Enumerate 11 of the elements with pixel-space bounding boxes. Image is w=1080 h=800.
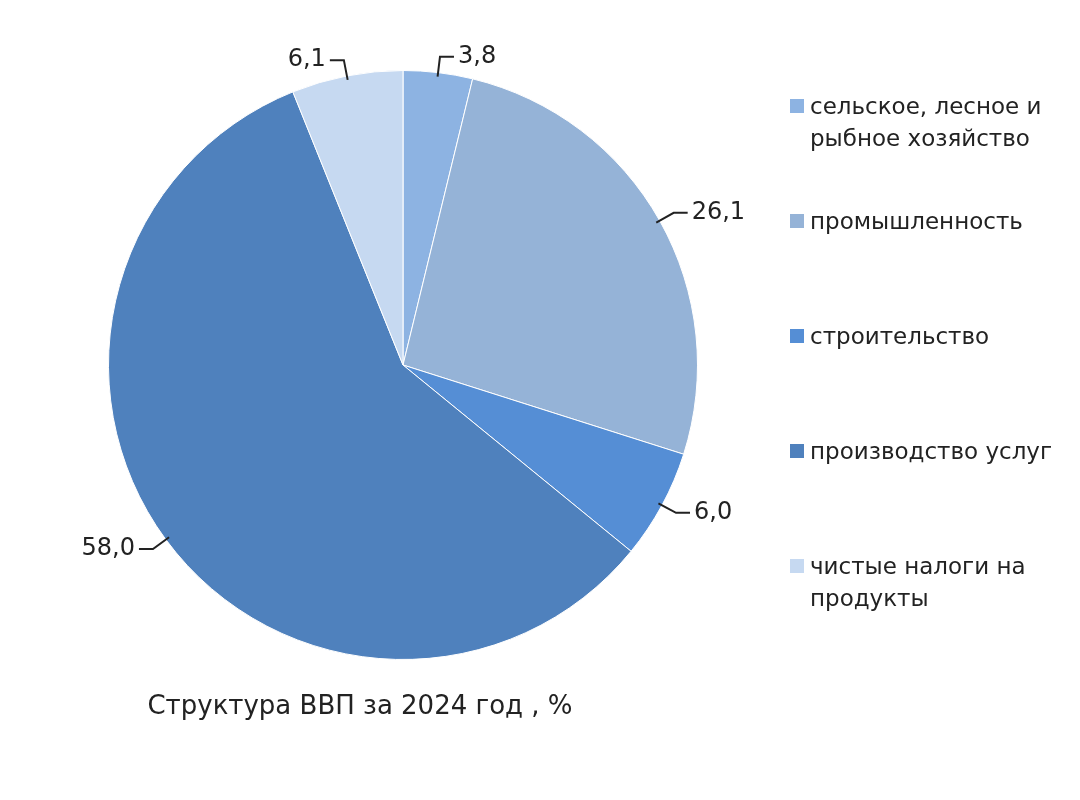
legend-label: промышленность xyxy=(810,207,1023,236)
data-label: 6,0 xyxy=(694,497,733,526)
text: Структура ВВП за 2024 год , % xyxy=(146,690,574,720)
legend-label: строительство xyxy=(810,322,990,351)
data-label: 3,8 xyxy=(457,40,497,69)
legend-label: сельское, лесное и рыбное хозяйство xyxy=(810,92,1043,153)
legend-label: чистые налоги на продукты xyxy=(810,552,1027,613)
legend-label: производство услуг xyxy=(810,437,1053,466)
data-label: 6,1 xyxy=(287,44,326,73)
data-label: 58,0 xyxy=(81,533,135,562)
data-label: 26,1 xyxy=(691,197,746,226)
